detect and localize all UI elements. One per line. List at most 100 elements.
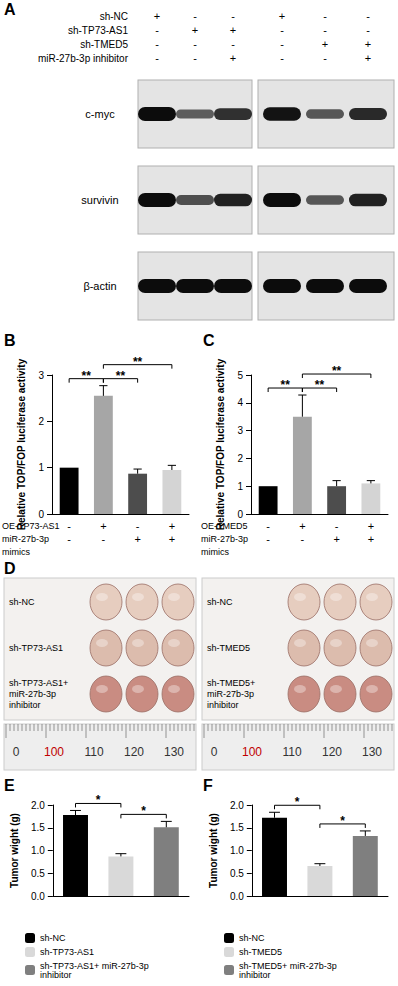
svg-text:+: + xyxy=(169,520,175,532)
svg-text:inhibitor: inhibitor xyxy=(40,970,72,980)
svg-text:E: E xyxy=(4,777,15,794)
svg-text:0: 0 xyxy=(13,745,20,759)
svg-text:0: 0 xyxy=(38,509,44,520)
svg-text:Tumor wight (g): Tumor wight (g) xyxy=(208,813,219,888)
svg-text:+: + xyxy=(322,38,328,50)
svg-text:+: + xyxy=(134,533,140,545)
svg-text:D: D xyxy=(4,560,16,577)
svg-text:inhibitor: inhibitor xyxy=(239,970,271,980)
svg-text:sh-NC: sh-NC xyxy=(100,11,128,22)
svg-text:+: + xyxy=(192,24,198,36)
svg-text:-: - xyxy=(136,520,140,532)
svg-text:*: * xyxy=(295,795,300,809)
svg-text:**: ** xyxy=(315,378,325,392)
svg-text:sh-TMED5: sh-TMED5 xyxy=(207,643,250,653)
svg-text:1: 1 xyxy=(237,481,243,492)
svg-text:1.5: 1.5 xyxy=(230,822,244,833)
svg-text:120: 120 xyxy=(124,745,144,759)
svg-text:110: 110 xyxy=(84,745,103,759)
svg-text:**: ** xyxy=(133,355,143,369)
svg-text:sh-NC: sh-NC xyxy=(40,933,66,943)
svg-text:β-actin: β-actin xyxy=(83,280,116,292)
svg-text:Relative TOP/FOP luciferase ac: Relative TOP/FOP luciferase activity xyxy=(16,358,27,530)
svg-text:+: + xyxy=(279,10,285,22)
svg-text:1.0: 1.0 xyxy=(230,845,244,856)
svg-text:B: B xyxy=(4,332,16,349)
svg-text:-: - xyxy=(193,38,197,50)
svg-text:100: 100 xyxy=(44,745,64,759)
svg-text:+: + xyxy=(368,533,374,545)
svg-text:miR-27b-3p: miR-27b-3p xyxy=(2,534,52,544)
svg-text:C: C xyxy=(203,332,215,349)
svg-text:+: + xyxy=(333,533,339,545)
svg-text:sh-TP73-AS1: sh-TP73-AS1 xyxy=(40,947,94,957)
svg-text:sh-NC: sh-NC xyxy=(239,933,265,943)
svg-text:2: 2 xyxy=(38,416,44,427)
svg-text:survivin: survivin xyxy=(81,194,118,206)
svg-text:sh-TP73-AS1: sh-TP73-AS1 xyxy=(9,643,63,653)
svg-text:-: - xyxy=(301,533,305,545)
svg-text:-: - xyxy=(193,10,197,22)
svg-text:sh-NC: sh-NC xyxy=(207,597,233,607)
svg-text:+: + xyxy=(368,520,374,532)
svg-text:**: ** xyxy=(281,378,291,392)
svg-text:miR-27b-3p: miR-27b-3p xyxy=(201,534,251,544)
svg-text:-: - xyxy=(155,24,159,36)
svg-text:miR-27b-3p: miR-27b-3p xyxy=(207,689,254,699)
svg-text:100: 100 xyxy=(242,745,262,759)
svg-text:+: + xyxy=(365,38,371,50)
svg-text:**: ** xyxy=(116,369,126,383)
svg-text:-: - xyxy=(280,24,284,36)
svg-text:2.0: 2.0 xyxy=(230,800,244,811)
svg-text:c-myc: c-myc xyxy=(85,108,115,120)
svg-text:sh-TMED5+: sh-TMED5+ xyxy=(207,678,255,688)
svg-text:-: - xyxy=(335,520,339,532)
svg-text:-: - xyxy=(193,52,197,64)
svg-text:-: - xyxy=(323,10,327,22)
svg-text:-: - xyxy=(280,38,284,50)
svg-text:-: - xyxy=(67,533,71,545)
svg-text:130: 130 xyxy=(362,745,382,759)
svg-text:sh-TMED5: sh-TMED5 xyxy=(239,947,282,957)
svg-text:4: 4 xyxy=(237,397,243,408)
svg-text:1.5: 1.5 xyxy=(31,822,45,833)
svg-text:0: 0 xyxy=(211,745,218,759)
svg-text:-: - xyxy=(323,24,327,36)
svg-text:inhibitor: inhibitor xyxy=(207,700,239,710)
svg-text:+: + xyxy=(299,520,305,532)
svg-text:+: + xyxy=(169,533,175,545)
svg-text:5: 5 xyxy=(237,370,243,381)
svg-text:+: + xyxy=(365,52,371,64)
svg-text:*: * xyxy=(340,814,345,828)
svg-text:**: ** xyxy=(332,364,342,378)
svg-text:2: 2 xyxy=(237,453,243,464)
svg-text:-: - xyxy=(323,52,327,64)
svg-text:+: + xyxy=(230,52,236,64)
svg-text:+: + xyxy=(230,24,236,36)
svg-text:0.5: 0.5 xyxy=(31,868,45,879)
svg-text:120: 120 xyxy=(322,745,342,759)
svg-text:-: - xyxy=(102,533,106,545)
svg-text:0.0: 0.0 xyxy=(31,891,45,902)
svg-text:0.5: 0.5 xyxy=(230,868,244,879)
svg-text:-: - xyxy=(155,38,159,50)
svg-text:-: - xyxy=(67,520,71,532)
svg-text:1.0: 1.0 xyxy=(31,845,45,856)
svg-text:miR-27b-3p inhibitor: miR-27b-3p inhibitor xyxy=(38,53,129,64)
svg-text:*: * xyxy=(96,793,101,807)
svg-text:+: + xyxy=(154,10,160,22)
svg-text:-: - xyxy=(231,38,235,50)
svg-text:-: - xyxy=(155,52,159,64)
svg-text:-: - xyxy=(366,24,370,36)
svg-text:F: F xyxy=(203,777,213,794)
svg-text:mimics: mimics xyxy=(201,547,229,557)
svg-text:OE-TP73-AS1: OE-TP73-AS1 xyxy=(2,521,60,531)
svg-text:sh-TMED5: sh-TMED5 xyxy=(80,39,128,50)
svg-text:2.0: 2.0 xyxy=(31,800,45,811)
svg-text:**: ** xyxy=(82,369,92,383)
svg-text:110: 110 xyxy=(282,745,301,759)
svg-text:3: 3 xyxy=(38,370,44,381)
svg-text:-: - xyxy=(231,10,235,22)
svg-text:-: - xyxy=(266,520,270,532)
svg-text:-: - xyxy=(266,533,270,545)
